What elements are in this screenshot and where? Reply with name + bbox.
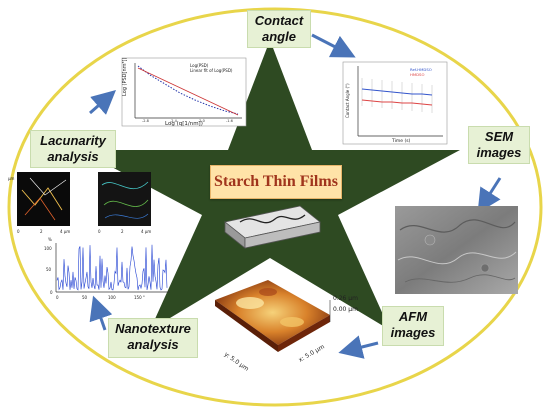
psd-xlabel: Log (q[1/nm]) [165, 121, 203, 127]
afm-label: AFM images [382, 306, 444, 346]
afm-z-top: 0.26 µm [333, 295, 358, 302]
lacunarity-label: Lacunarity analysis [30, 130, 116, 168]
contact-angle-label-line1: Contact [254, 13, 304, 28]
afm-x-axis: x: 5.0 µm [298, 343, 326, 363]
psd-xtick: -1.6 [226, 119, 233, 123]
nanotexture-label: Nanotexture analysis [108, 318, 198, 358]
nanotexture-label-line1: Nanotexture [115, 321, 191, 336]
arrow-lacunarity-to-psd [89, 90, 116, 115]
lacunarity-label-line1: Lacunarity [40, 133, 106, 148]
psd-legend-2: Linear fit of Log(PSD) [190, 68, 233, 73]
lacunarity-label-line2: analysis [47, 149, 99, 164]
nano-y-tick: 0 [50, 290, 53, 295]
arrow-afm-to-surface [338, 335, 379, 359]
nano-x-tick: 0 [56, 295, 59, 300]
sem-label-line2: images [476, 145, 522, 160]
contact-ylabel: Contact Angle (°) [345, 83, 350, 118]
lac-y-label: µm [8, 176, 15, 181]
nanotexture-plot: % 100 50 0 0 50 100 150 ° [44, 237, 170, 300]
lacunarity-map-left: µm 0 2 4 µm [8, 172, 70, 234]
nano-x-tick: 150 ° [134, 295, 145, 300]
contact-legend-1: Ref-HMDSO [410, 67, 432, 72]
sem-label-line1: SEM [484, 129, 514, 144]
psd-legend-1: Log(PSD) [190, 63, 209, 68]
nanotexture-label-line2: analysis [127, 337, 179, 352]
lac-x-tick: 0 [17, 229, 20, 234]
lac-x-tick: 4 µm [141, 229, 151, 234]
psd-xtick: -2.8 [142, 119, 149, 123]
nano-y-tick: 50 [46, 267, 52, 272]
contact-angle-label-line2: angle [262, 29, 296, 44]
outer-ellipse [7, 7, 543, 407]
nano-x-tick: 50 [82, 295, 88, 300]
afm-3d-surface: 0.26 µm 0.00 µm x: 5.0 µm y: 5.0 µm [215, 280, 358, 373]
contact-xlabel: Time (s) [391, 138, 411, 144]
lac-x-tick: 4 µm [60, 229, 70, 234]
afm-y-axis: y: 5.0 µm [223, 351, 250, 373]
arrow-nanotexture-up [89, 295, 113, 331]
diagram-title: Starch Thin Films [210, 165, 342, 199]
lacunarity-map-right: 0 2 4 µm [98, 172, 151, 234]
arrow-contact-to-sem [477, 177, 502, 214]
nano-x-tick: 100 [108, 295, 116, 300]
lac-x-tick: 0 [98, 229, 101, 234]
contact-legend-2: HMDSO [410, 72, 424, 77]
contact-angle-plot: Contact Angle (°) Time (s) Ref-HMDSO HMD… [342, 61, 448, 145]
psd-xtick: -2.0 [198, 119, 205, 123]
arrow-psd-to-contact [311, 33, 356, 58]
sem-label: SEM images [468, 126, 530, 164]
psd-plot: Log (PSD[nm³]) Log (q[1/nm]) Log(PSD) Li… [121, 58, 247, 127]
afm-label-line1: AFM [398, 309, 428, 324]
sem-image [395, 206, 518, 294]
psd-xtick: -2.4 [170, 119, 178, 123]
psd-ylabel: Log (PSD[nm³]) [122, 58, 128, 96]
nano-unit: % [48, 237, 52, 242]
contact-angle-label: Contact angle [247, 10, 311, 48]
lac-x-tick: 2 [40, 229, 43, 234]
film-slab-illustration [224, 205, 321, 249]
lac-x-tick: 2 [121, 229, 124, 234]
afm-z-bottom: 0.00 µm [333, 306, 358, 313]
nano-y-tick: 100 [44, 246, 52, 251]
afm-label-line2: images [390, 325, 436, 340]
